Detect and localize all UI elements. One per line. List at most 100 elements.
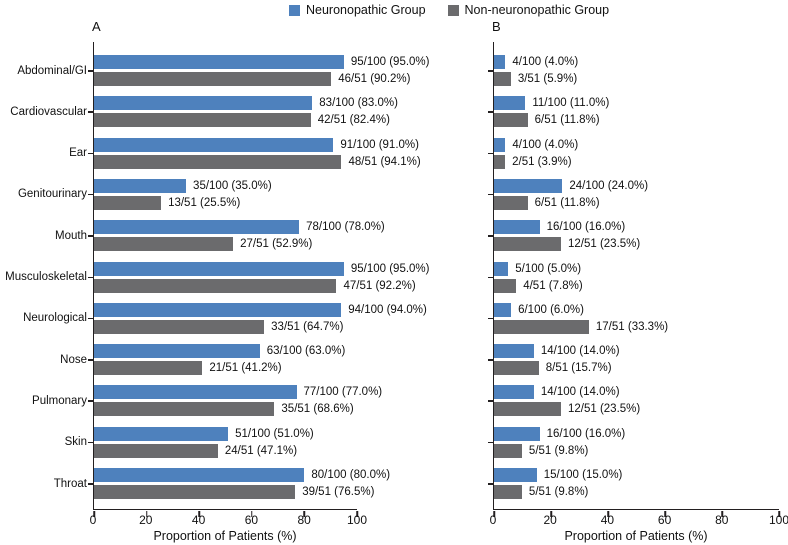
y-axis-tick	[488, 276, 493, 278]
panel-b-plot-area: 4/100 (4.0%) 3/51 (5.9%) 11/100 (11.0%) 6/5…	[488, 42, 780, 517]
bar-a-neurological-neuronopathic-group	[94, 302, 342, 317]
bar-b-genitourinary-non-neuronopathic-group	[494, 195, 528, 210]
bar-a-ear-neuronopathic-group	[94, 137, 334, 152]
y-axis-tick	[88, 400, 93, 402]
bar-value-label: 6/51 (11.8%)	[534, 114, 600, 127]
y-axis-tick	[488, 317, 493, 320]
bar-value-label: 13/51 (25.5%)	[168, 196, 241, 209]
legend-label-non-neuronopathic: Non-neuronopathic Group	[464, 3, 610, 17]
y-axis-tick	[88, 193, 93, 196]
bar-a-throat-neuronopathic-group	[94, 468, 305, 482]
x-axis-tick-label: 20	[543, 513, 557, 527]
y-axis-tick	[488, 359, 493, 361]
x-axis-tick	[356, 511, 358, 517]
y-axis-tick	[488, 235, 493, 237]
bar-b-pulmonary-neuronopathic-group	[494, 385, 534, 400]
bar-b-throat-non-neuronopathic-group	[494, 485, 522, 499]
bar-b-skin-neuronopathic-group	[494, 426, 540, 441]
panel-b-x-axis-title: Proportion of Patients (%)	[564, 529, 708, 543]
bar-a-abdominal-gi-non-neuronopathic-group	[94, 72, 332, 86]
bar-b-pulmonary-non-neuronopathic-group	[494, 402, 561, 417]
category-label-genitourinary: Genitourinary	[17, 188, 87, 201]
category-label-musculoskeletal: Musculoskeletal	[5, 271, 87, 283]
bar-a-skin-non-neuronopathic-group	[94, 443, 218, 458]
x-axis-tick-label: 40	[600, 513, 615, 527]
bar-a-mouth-neuronopathic-group	[94, 220, 300, 235]
bar-b-cardiovascular-non-neuronopathic-group	[494, 113, 528, 128]
bar-b-mouth-neuronopathic-group	[494, 220, 540, 235]
bar-value-label: 21/51 (41.2%)	[209, 362, 282, 375]
category-label-pulmonary: Pulmonary	[32, 394, 87, 407]
bar-value-label: 78/100 (78.0%)	[306, 221, 385, 234]
bar-a-nose-non-neuronopathic-group	[94, 361, 203, 376]
bar-value-label: 42/51 (82.4%)	[317, 114, 390, 127]
bar-a-abdominal-gi-neuronopathic-group	[94, 55, 344, 69]
bar-a-genitourinary-non-neuronopathic-group	[94, 195, 162, 210]
y-axis-tick	[88, 317, 93, 320]
x-axis-tick-label: 80	[297, 513, 311, 527]
bar-b-musculoskeletal-non-neuronopathic-group	[494, 278, 517, 293]
category-label-cardiovascular: Cardiovascular	[10, 105, 87, 118]
x-axis-tick-label: 60	[657, 513, 672, 527]
bar-value-label: 51/100 (51.0%)	[235, 427, 314, 440]
y-axis-tick	[488, 400, 493, 402]
chart-legend: Neuronopathic Group Non-neuronopathic Gr…	[289, 3, 609, 17]
legend-label-neuronopathic: Neuronopathic Group	[306, 3, 426, 17]
bar-b-ear-non-neuronopathic-group	[494, 154, 506, 169]
y-axis-tick	[88, 235, 93, 237]
bar-value-label: 48/51 (94.1%)	[348, 155, 421, 168]
y-axis-tick	[488, 70, 493, 72]
bar-value-label: 12/51 (23.5%)	[567, 238, 641, 251]
panel-b-letter: B	[492, 19, 501, 34]
bar-value-label: 14/100 (14.0%)	[540, 386, 620, 399]
bar-a-cardiovascular-neuronopathic-group	[94, 96, 313, 111]
x-axis-tick-label: 20	[139, 513, 153, 527]
bar-value-label: 3/51 (5.9%)	[517, 73, 578, 85]
bar-b-ear-neuronopathic-group	[494, 137, 506, 152]
bar-a-musculoskeletal-neuronopathic-group	[94, 261, 344, 276]
bar-b-abdominal-gi-neuronopathic-group	[494, 55, 506, 69]
bar-a-pulmonary-non-neuronopathic-group	[94, 402, 275, 417]
bar-value-label: 4/51 (7.8%)	[523, 279, 583, 292]
panel-a: A Abdominal/GI Cardiovascular Ear Genitouri…	[5, 19, 429, 543]
x-axis-tick	[251, 511, 253, 517]
bar-value-label: 16/100 (16.0%)	[546, 427, 626, 440]
x-axis-tick	[607, 511, 609, 517]
y-axis-tick	[88, 70, 93, 72]
bar-value-label: 39/51 (76.5%)	[302, 486, 375, 498]
legend-swatch-neuronopathic-icon	[289, 4, 300, 16]
y-axis-tick	[88, 111, 93, 113]
bar-b-neurological-non-neuronopathic-group	[494, 319, 589, 334]
category-label-ear: Ear	[69, 147, 87, 160]
y-axis-tick	[488, 193, 493, 196]
bar-value-label: 46/51 (90.2%)	[338, 73, 411, 85]
y-axis-tick	[488, 111, 493, 113]
bar-value-label: 24/100 (24.0%)	[569, 179, 649, 192]
bar-a-musculoskeletal-non-neuronopathic-group	[94, 278, 337, 293]
panel-b-category-axis	[400, 42, 487, 510]
bar-value-label: 6/51 (11.8%)	[534, 196, 600, 209]
x-axis-tick	[778, 511, 780, 517]
bar-value-label: 47/51 (92.2%)	[343, 279, 416, 292]
bar-a-neurological-non-neuronopathic-group	[94, 319, 265, 334]
bar-a-genitourinary-neuronopathic-group	[94, 178, 187, 193]
bar-value-label: 95/100 (95.0%)	[350, 56, 430, 68]
bar-b-skin-non-neuronopathic-group	[494, 443, 522, 458]
bar-a-skin-neuronopathic-group	[94, 426, 229, 441]
y-axis-tick	[488, 483, 493, 485]
bar-value-label: 35/51 (68.6%)	[281, 403, 354, 416]
y-axis-tick	[88, 441, 93, 444]
bar-b-throat-neuronopathic-group	[494, 468, 537, 482]
bar-value-label: 6/100 (6.0%)	[518, 303, 584, 316]
x-axis-tick	[664, 511, 666, 517]
panel-a-letter: A	[92, 19, 101, 34]
category-label-throat: Throat	[53, 477, 87, 490]
bar-b-musculoskeletal-neuronopathic-group	[494, 261, 509, 276]
bar-value-label: 83/100 (83.0%)	[319, 97, 398, 110]
x-axis-tick-label: 60	[244, 513, 259, 527]
y-axis-tick	[488, 441, 493, 444]
x-axis-tick	[145, 511, 148, 517]
x-axis-tick-label: 80	[715, 513, 729, 527]
bar-value-label: 2/51 (3.9%)	[512, 155, 572, 168]
bar-b-abdominal-gi-non-neuronopathic-group	[494, 72, 511, 86]
